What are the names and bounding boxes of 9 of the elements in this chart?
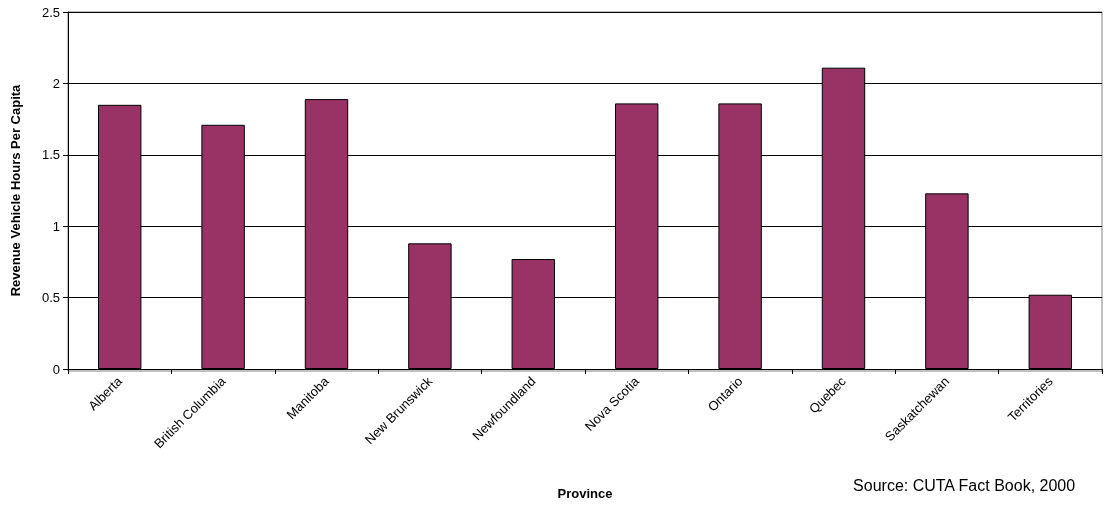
source-note: Source: CUTA Fact Book, 2000 — [853, 476, 1076, 494]
x-axis-title: Province — [557, 486, 613, 501]
y-tick-label: 0 — [52, 361, 60, 377]
y-tick-label: 0.5 — [41, 290, 60, 306]
y-tick-label: 2 — [52, 75, 60, 91]
y-axis-title: Revenue Vehicle Hours Per Capita — [8, 83, 23, 297]
y-tick-label: 2.5 — [41, 4, 60, 20]
y-tick-label: 1.5 — [41, 147, 60, 163]
y-tick-label: 1 — [52, 218, 60, 234]
